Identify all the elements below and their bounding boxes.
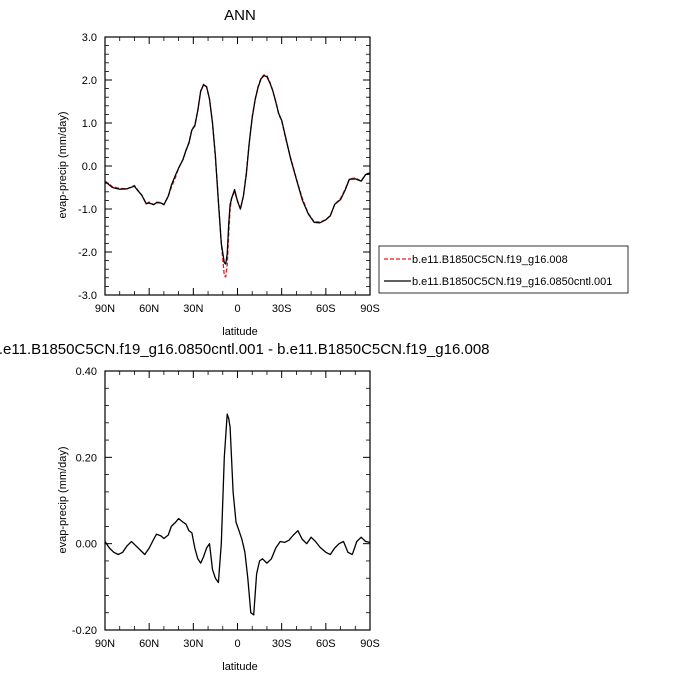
x-axis-label: latitude <box>222 326 257 338</box>
y-tick-label: -3.0 <box>78 290 97 302</box>
x-tick-label: 60S <box>316 303 336 315</box>
y-axis-label: evap-precip (mm/day) <box>57 112 69 219</box>
x-tick-label: 30S <box>272 303 292 315</box>
plot-frame <box>104 36 371 296</box>
chart-title: ANN <box>224 7 256 24</box>
x-tick-label: 90N <box>95 303 115 315</box>
x-tick-label: 0 <box>234 303 240 315</box>
legend-label-series-1: b.e11.B1850C5CN.f19_g16.008 <box>412 254 568 266</box>
series-line-1 <box>104 74 371 278</box>
y-tick-label: -2.0 <box>78 247 97 259</box>
y-tick-label: 2.0 <box>82 75 97 87</box>
x-tick-label: 0 <box>234 638 240 650</box>
x-tick-label: 60N <box>139 638 159 650</box>
y-tick-label: -0.20 <box>72 625 97 637</box>
bottom-plot-marks: 90N 60N 30N 0 30S 60S 90S -0.20 0.00 0.20 0.40 <box>72 366 380 650</box>
difference-y-axis-label: evap-precip (mm/day) <box>57 447 69 554</box>
x-tick-label: 90S <box>360 303 380 315</box>
x-tick-label: 60S <box>316 638 336 650</box>
x-tick-label: 90S <box>360 638 380 650</box>
y-tick-label: 0.00 <box>76 539 97 551</box>
y-tick-label: 0.20 <box>76 452 97 464</box>
difference-chart-title: b.e11.B1850C5CN.f19_g16.0850cntl.001 - b… <box>0 341 489 358</box>
legend-label-series-2: b.e11.B1850C5CN.f19_g16.0850cntl.001 <box>412 276 612 288</box>
y-tick-label: 0.0 <box>82 161 97 173</box>
y-tick-label: 3.0 <box>82 32 97 44</box>
plot-frame <box>104 370 371 631</box>
y-tick-label: 1.0 <box>82 118 97 130</box>
y-tick-label: -1.0 <box>78 204 97 216</box>
top-panel: ANN 90N 60N 30N 0 30S 60S 90S -3.0 -2.0 -1.0 0.0 1.… <box>57 7 380 338</box>
series-line-1 <box>104 413 371 616</box>
legend-box <box>378 245 629 294</box>
y-tick-label: 0.40 <box>76 366 97 378</box>
series-line-2 <box>104 75 371 265</box>
x-tick-label: 30S <box>272 638 292 650</box>
difference-x-axis-label: latitude <box>222 661 257 673</box>
x-tick-label: 60N <box>139 303 159 315</box>
x-tick-label: 90N <box>95 638 115 650</box>
legend: b.e11.B1850C5CN.f19_g16.008 b.e11.B1850C… <box>378 245 629 294</box>
x-tick-label: 30N <box>183 638 203 650</box>
bottom-panel: b.e11.B1850C5CN.f19_g16.0850cntl.001 - b… <box>0 341 489 673</box>
x-tick-label: 30N <box>183 303 203 315</box>
top-plot-marks: 90N 60N 30N 0 30S 60S 90S -3.0 -2.0 -1.0 0.0 1.0 2.0… <box>78 32 380 315</box>
